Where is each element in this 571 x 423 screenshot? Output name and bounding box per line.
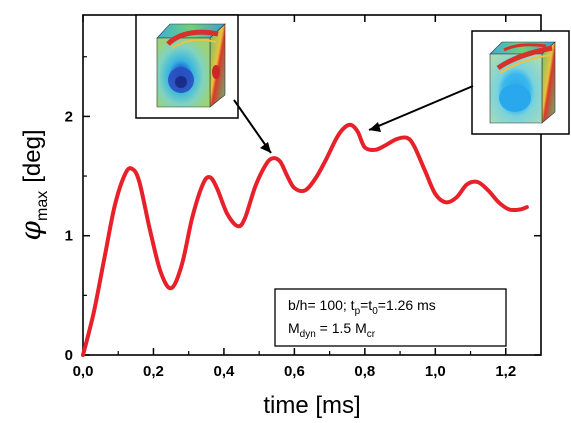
deformed-cube-image-right [489,41,556,124]
x-tick-label: 1,0 [425,363,446,380]
arrow-right-inset [368,85,474,131]
annotation-line-2: Mdyn = 1.5 Mcr [288,320,376,340]
svg-text:φmax[deg]: φmax [deg] [14,129,51,240]
x-axis-title: time [ms] [263,392,360,419]
x-tick-label: 0,0 [73,363,94,380]
mode-shape-inset-right [471,30,570,135]
series-line-phi-max [81,122,529,357]
y-axis-unit: [deg] [19,129,46,182]
x-tick-label: 0,6 [284,363,305,380]
x-tick-label: 0,4 [213,363,235,380]
y-tick-label: 2 [65,108,73,125]
x-tick-label: 1,2 [495,363,516,380]
y-axis-subscript: max [34,191,51,221]
x-tick-label: 0,8 [354,363,375,380]
plot-frame [82,14,542,356]
parameter-annotation-box: b/h= 100; tp=t0=1.26 ms Mdyn = 1.5 Mcr [274,288,507,347]
y-axis-title: φmax [deg] [14,129,51,240]
mode-shape-inset-left [135,14,239,119]
arrow-left-inset [233,99,272,154]
arrowhead-right [369,122,381,132]
arrowhead-left [260,142,271,153]
annotation-line-1: b/h= 100; tp=t0=1.26 ms [288,297,436,317]
y-tick-label: 1 [65,228,73,245]
y-axis-symbol: φ [14,221,47,241]
deformed-cube-image-left [156,23,226,108]
y-tick-label: 0 [65,347,73,364]
x-tick-label: 0,2 [143,363,164,380]
